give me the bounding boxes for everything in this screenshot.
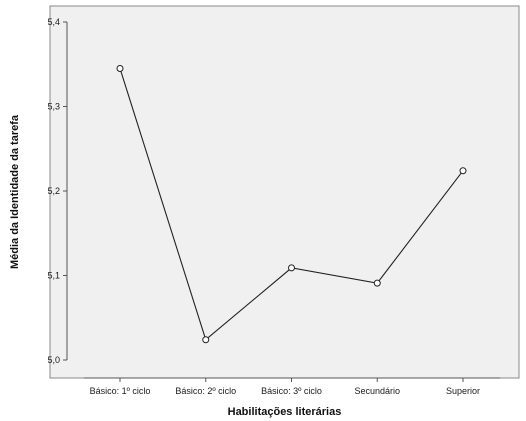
x-tick-label: Superior: [446, 386, 480, 396]
y-tick-label: 5,0: [47, 355, 60, 365]
plot-area: [49, 5, 520, 379]
x-tick-label: Secundário: [354, 386, 400, 396]
y-axis: 5,0 5,1 5,2 5,3 5,4: [47, 17, 68, 365]
data-point: [202, 336, 210, 344]
y-tick-label: 5,4: [47, 17, 60, 27]
y-tick-label: 5,3: [47, 102, 60, 112]
x-axis: Básico: 1º ciclo Básico: 2º ciclo Básico: …: [84, 377, 500, 396]
data-point: [459, 167, 467, 175]
y-tick-label: 5,1: [47, 271, 60, 281]
data-point: [373, 279, 381, 287]
data-point: [116, 64, 124, 72]
data-point: [288, 264, 295, 272]
series-group: [116, 64, 467, 344]
x-tick-label: Básico: 3º ciclo: [261, 386, 322, 396]
x-axis-title: Habilitações literárias: [228, 406, 342, 418]
x-tick-label: Básico: 1º ciclo: [90, 386, 151, 396]
y-tick-label: 5,2: [47, 186, 60, 196]
x-tick-label: Básico: 2º ciclo: [175, 386, 236, 396]
y-axis-title: Média da Identidade da tarefa: [9, 114, 21, 269]
